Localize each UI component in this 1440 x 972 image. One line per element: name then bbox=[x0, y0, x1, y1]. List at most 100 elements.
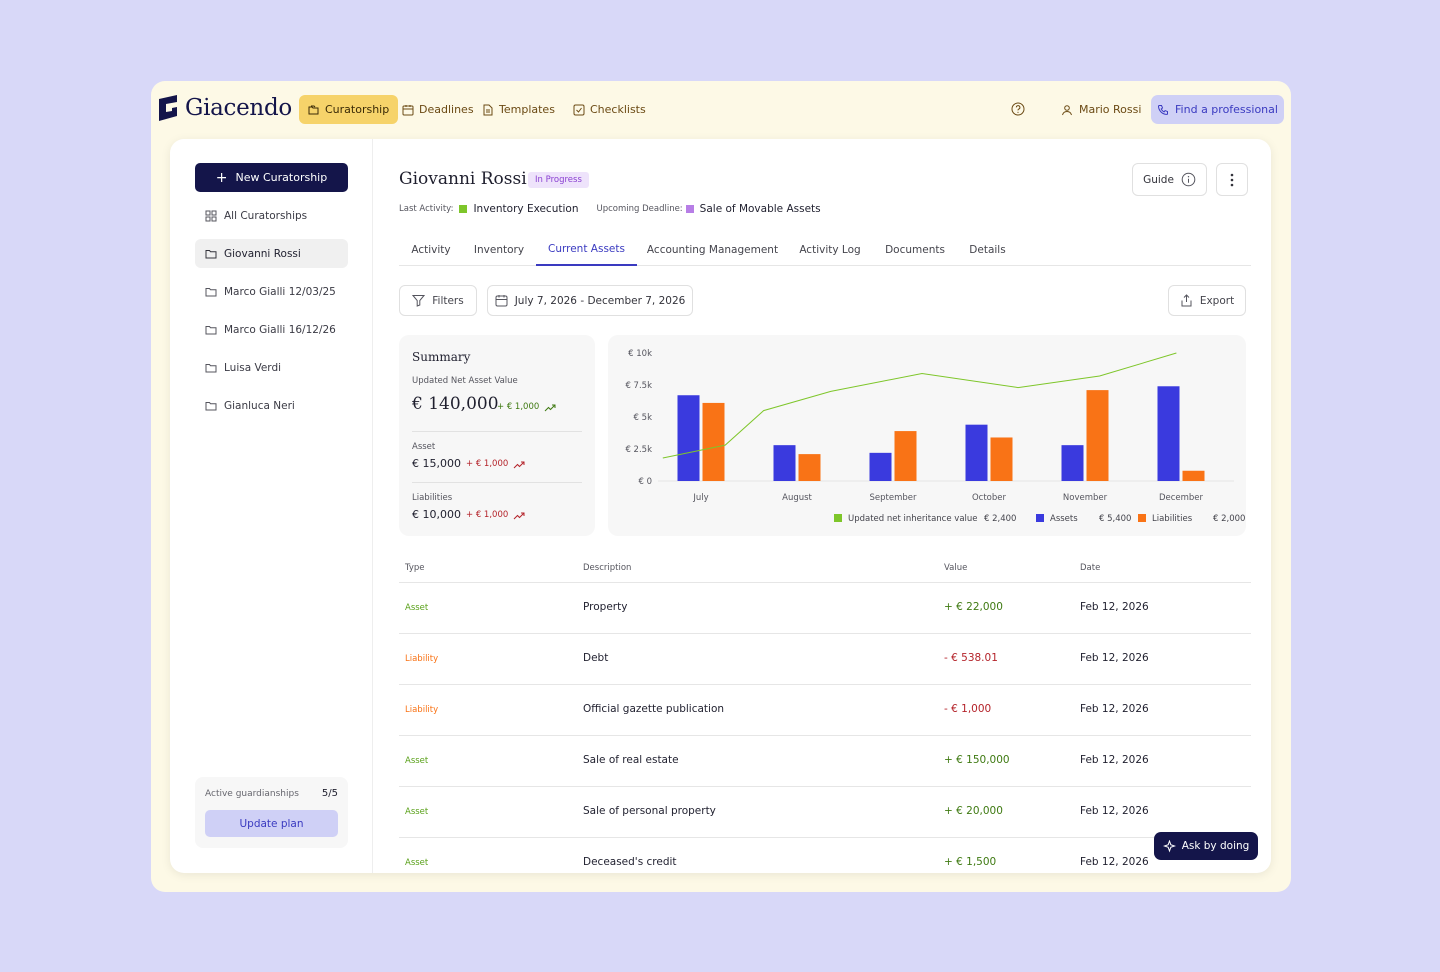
tab-accounting-management[interactable]: Accounting Management bbox=[646, 244, 779, 256]
user-icon bbox=[1062, 104, 1072, 115]
cell-description: Debt bbox=[583, 652, 609, 664]
bar-liabilities bbox=[990, 437, 1013, 481]
plus-icon: + bbox=[215, 169, 228, 186]
nav-curatorship[interactable]: Curatorship bbox=[299, 95, 399, 124]
bar-assets bbox=[773, 445, 796, 481]
sidebar-item-label: Marco Gialli 12/03/25 bbox=[224, 285, 336, 298]
grid-icon bbox=[205, 210, 217, 221]
sidebar-item-marco-gialli-2[interactable]: Marco Gialli 16/12/26 bbox=[195, 315, 348, 344]
sidebar-item-all-curatorships[interactable]: All Curatorships bbox=[195, 201, 348, 230]
folders-icon bbox=[308, 105, 319, 114]
ask-by-doing-button[interactable]: Ask by doing bbox=[1154, 832, 1258, 860]
cell-description: Sale of personal property bbox=[583, 805, 716, 817]
column-header-description: Description bbox=[583, 563, 632, 573]
table-row[interactable]: Asset Sale of personal property + € 20,000… bbox=[399, 786, 1251, 837]
ask-by-doing-label: Ask by doing bbox=[1181, 840, 1250, 852]
status-badge: In Progress bbox=[528, 172, 589, 188]
tab-activity[interactable]: Activity bbox=[411, 244, 451, 256]
bar-line-chart: € 0 € 2.5k € 5k € 7.5k € 10k July August Septem… bbox=[625, 349, 1245, 524]
tab-activity-log[interactable]: Activity Log bbox=[799, 244, 861, 256]
sidebar-item-giovanni-rossi[interactable]: Giovanni Rossi bbox=[195, 239, 348, 268]
tab-details[interactable]: Details bbox=[969, 244, 1006, 256]
phone-icon bbox=[1158, 104, 1169, 115]
sidebar-item-label: All Curatorships bbox=[224, 209, 308, 222]
guide-button[interactable]: Guide bbox=[1132, 163, 1207, 196]
bar-assets bbox=[1157, 386, 1180, 481]
sidebar-item-luisa-verdi[interactable]: Luisa Verdi bbox=[195, 353, 348, 382]
brand-name: Giacendo bbox=[185, 95, 292, 121]
bar-liabilities bbox=[894, 431, 917, 481]
user-menu[interactable]: Mario Rossi bbox=[1061, 95, 1141, 124]
bar-assets bbox=[1061, 445, 1084, 481]
table-row[interactable]: Asset Property + € 22,000 Feb 12, 2026 bbox=[399, 582, 1251, 633]
export-button[interactable]: Export bbox=[1168, 285, 1246, 316]
x-tick-label: October bbox=[972, 493, 1007, 503]
cell-date: Feb 12, 2026 bbox=[1080, 805, 1149, 817]
more-options-button[interactable] bbox=[1216, 163, 1248, 196]
cell-type: Asset bbox=[405, 756, 429, 766]
plan-box: Active guardianships 5/5 Update plan bbox=[195, 777, 348, 848]
cell-value: + € 20,000 bbox=[944, 805, 1003, 817]
cell-value: + € 150,000 bbox=[944, 754, 1010, 766]
cell-value: + € 22,000 bbox=[944, 601, 1003, 613]
folder-icon bbox=[205, 249, 217, 258]
table-row[interactable]: Liability Debt - € 538.01 Feb 12, 2026 bbox=[399, 633, 1251, 684]
content-panel: + New Curatorship All Curatorships Giova… bbox=[170, 139, 1271, 873]
find-professional-label: Find a professional bbox=[1175, 103, 1278, 116]
cell-description: Sale of real estate bbox=[583, 754, 679, 766]
nav-deadlines[interactable]: Deadlines bbox=[393, 95, 483, 124]
find-professional-button[interactable]: Find a professional bbox=[1151, 95, 1284, 124]
filters-button[interactable]: Filters bbox=[399, 285, 477, 316]
nav-label: Checklists bbox=[590, 103, 646, 116]
page-title: Giovanni Rossi bbox=[399, 169, 527, 189]
column-header-value: Value bbox=[944, 563, 968, 573]
tab-current-assets[interactable]: Current Assets bbox=[536, 234, 637, 266]
new-curatorship-label: New Curatorship bbox=[235, 171, 328, 184]
filter-icon bbox=[412, 295, 426, 307]
bar-assets bbox=[965, 424, 988, 481]
tab-inventory[interactable]: Inventory bbox=[473, 244, 525, 256]
sidebar-item-label: Luisa Verdi bbox=[224, 361, 282, 374]
plan-count: 5/5 bbox=[321, 788, 338, 799]
sidebar-item-label: Marco Gialli 16/12/26 bbox=[224, 323, 336, 336]
cell-type: Asset bbox=[405, 858, 429, 868]
line-net-inheritance-value bbox=[662, 352, 1177, 459]
new-curatorship-button[interactable]: + New Curatorship bbox=[195, 163, 348, 192]
plan-label: Active guardianships bbox=[205, 789, 299, 799]
nav-label: Deadlines bbox=[419, 103, 474, 116]
summary-title: Summary bbox=[412, 350, 471, 364]
bar-liabilities bbox=[702, 402, 725, 481]
cell-date: Feb 12, 2026 bbox=[1080, 703, 1149, 715]
update-plan-button[interactable]: Update plan bbox=[205, 810, 338, 837]
table-row[interactable]: Asset Deceased's credit + € 1,500 Feb 12, 2… bbox=[399, 837, 1251, 873]
bar-assets bbox=[869, 452, 892, 481]
date-range-label: July 7, 2026 - December 7, 2026 bbox=[514, 294, 686, 307]
sidebar-item-marco-gialli-1[interactable]: Marco Gialli 12/03/25 bbox=[195, 277, 348, 306]
table-row[interactable]: Liability Official gazette publication - €… bbox=[399, 684, 1251, 735]
cell-date: Feb 12, 2026 bbox=[1080, 652, 1149, 664]
trend-up-icon bbox=[513, 512, 525, 519]
guide-label: Guide bbox=[1143, 173, 1174, 186]
folder-icon bbox=[205, 287, 217, 296]
help-icon[interactable] bbox=[1011, 102, 1025, 116]
last-activity-value: Inventory Execution bbox=[473, 203, 579, 215]
liabilities-delta-value: + € 1,000 bbox=[466, 510, 509, 520]
bar-liabilities bbox=[1086, 390, 1109, 481]
nav-templates[interactable]: Templates bbox=[473, 95, 564, 124]
top-nav: Giacendo Curatorship Deadlines Templates… bbox=[151, 81, 1291, 137]
divider bbox=[412, 431, 582, 432]
export-label: Export bbox=[1199, 294, 1235, 307]
cell-date: Feb 12, 2026 bbox=[1080, 754, 1149, 766]
legend-swatch bbox=[834, 514, 842, 522]
legend-label: Updated net inheritance value bbox=[848, 514, 978, 524]
sidebar-item-gianluca-neri[interactable]: Gianluca Neri bbox=[195, 391, 348, 420]
cell-type: Asset bbox=[405, 603, 429, 613]
liabilities-value: € 10,000 bbox=[412, 508, 461, 521]
date-range-picker[interactable]: July 7, 2026 - December 7, 2026 bbox=[487, 285, 693, 316]
tab-bar: Activity Inventory Current Assets Accoun… bbox=[399, 234, 1251, 266]
logo[interactable]: Giacendo bbox=[157, 95, 292, 121]
table-row[interactable]: Asset Sale of real estate + € 150,000 Feb 1… bbox=[399, 735, 1251, 786]
legend-value: € 2,400 bbox=[984, 514, 1016, 524]
tab-documents[interactable]: Documents bbox=[885, 244, 945, 256]
nav-checklists[interactable]: Checklists bbox=[564, 95, 655, 124]
